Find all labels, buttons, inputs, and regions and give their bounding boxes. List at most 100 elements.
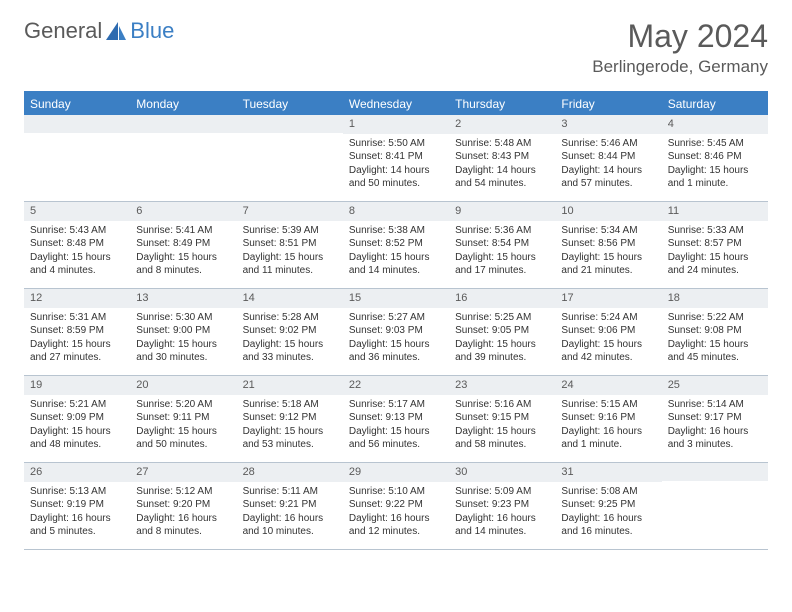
daylight-text: Daylight: 16 hours and 1 minute.	[561, 425, 655, 452]
day-cell: 3Sunrise: 5:46 AMSunset: 8:44 PMDaylight…	[555, 115, 661, 201]
day-body: Sunrise: 5:39 AMSunset: 8:51 PMDaylight:…	[237, 221, 343, 282]
sunset-text: Sunset: 9:03 PM	[349, 324, 443, 338]
day-body: Sunrise: 5:17 AMSunset: 9:13 PMDaylight:…	[343, 395, 449, 456]
day-cell: 8Sunrise: 5:38 AMSunset: 8:52 PMDaylight…	[343, 202, 449, 288]
day-cell: 27Sunrise: 5:12 AMSunset: 9:20 PMDayligh…	[130, 463, 236, 549]
dow-cell: Sunday	[24, 93, 130, 115]
day-cell: 24Sunrise: 5:15 AMSunset: 9:16 PMDayligh…	[555, 376, 661, 462]
daylight-text: Daylight: 16 hours and 14 minutes.	[455, 512, 549, 539]
day-body: Sunrise: 5:48 AMSunset: 8:43 PMDaylight:…	[449, 134, 555, 195]
day-cell: 22Sunrise: 5:17 AMSunset: 9:13 PMDayligh…	[343, 376, 449, 462]
day-body: Sunrise: 5:45 AMSunset: 8:46 PMDaylight:…	[662, 134, 768, 195]
day-number: 31	[555, 463, 661, 482]
day-body: Sunrise: 5:36 AMSunset: 8:54 PMDaylight:…	[449, 221, 555, 282]
sunrise-text: Sunrise: 5:36 AM	[455, 224, 549, 238]
day-cell: 20Sunrise: 5:20 AMSunset: 9:11 PMDayligh…	[130, 376, 236, 462]
day-number: 14	[237, 289, 343, 308]
day-cell: 25Sunrise: 5:14 AMSunset: 9:17 PMDayligh…	[662, 376, 768, 462]
daylight-text: Daylight: 15 hours and 39 minutes.	[455, 338, 549, 365]
sunrise-text: Sunrise: 5:20 AM	[136, 398, 230, 412]
day-cell: 26Sunrise: 5:13 AMSunset: 9:19 PMDayligh…	[24, 463, 130, 549]
day-number: 25	[662, 376, 768, 395]
daylight-text: Daylight: 16 hours and 8 minutes.	[136, 512, 230, 539]
sunset-text: Sunset: 9:23 PM	[455, 498, 549, 512]
sunrise-text: Sunrise: 5:30 AM	[136, 311, 230, 325]
dow-cell: Thursday	[449, 93, 555, 115]
day-cell: 5Sunrise: 5:43 AMSunset: 8:48 PMDaylight…	[24, 202, 130, 288]
day-cell	[237, 115, 343, 201]
day-cell: 18Sunrise: 5:22 AMSunset: 9:08 PMDayligh…	[662, 289, 768, 375]
sunset-text: Sunset: 9:00 PM	[136, 324, 230, 338]
day-cell: 17Sunrise: 5:24 AMSunset: 9:06 PMDayligh…	[555, 289, 661, 375]
day-body: Sunrise: 5:25 AMSunset: 9:05 PMDaylight:…	[449, 308, 555, 369]
day-cell: 11Sunrise: 5:33 AMSunset: 8:57 PMDayligh…	[662, 202, 768, 288]
daylight-text: Daylight: 16 hours and 5 minutes.	[30, 512, 124, 539]
daylight-text: Daylight: 15 hours and 21 minutes.	[561, 251, 655, 278]
calendar: SundayMondayTuesdayWednesdayThursdayFrid…	[24, 91, 768, 550]
day-body: Sunrise: 5:43 AMSunset: 8:48 PMDaylight:…	[24, 221, 130, 282]
sunrise-text: Sunrise: 5:39 AM	[243, 224, 337, 238]
day-number: 5	[24, 202, 130, 221]
day-body: Sunrise: 5:24 AMSunset: 9:06 PMDaylight:…	[555, 308, 661, 369]
sunset-text: Sunset: 8:49 PM	[136, 237, 230, 251]
sunset-text: Sunset: 8:54 PM	[455, 237, 549, 251]
sunrise-text: Sunrise: 5:16 AM	[455, 398, 549, 412]
day-body: Sunrise: 5:27 AMSunset: 9:03 PMDaylight:…	[343, 308, 449, 369]
daylight-text: Daylight: 15 hours and 24 minutes.	[668, 251, 762, 278]
day-body: Sunrise: 5:33 AMSunset: 8:57 PMDaylight:…	[662, 221, 768, 282]
day-cell: 30Sunrise: 5:09 AMSunset: 9:23 PMDayligh…	[449, 463, 555, 549]
sunset-text: Sunset: 9:20 PM	[136, 498, 230, 512]
day-number: 6	[130, 202, 236, 221]
daylight-text: Daylight: 16 hours and 16 minutes.	[561, 512, 655, 539]
sunrise-text: Sunrise: 5:18 AM	[243, 398, 337, 412]
sunrise-text: Sunrise: 5:15 AM	[561, 398, 655, 412]
daylight-text: Daylight: 15 hours and 14 minutes.	[349, 251, 443, 278]
sunset-text: Sunset: 9:19 PM	[30, 498, 124, 512]
sunset-text: Sunset: 8:56 PM	[561, 237, 655, 251]
sunrise-text: Sunrise: 5:22 AM	[668, 311, 762, 325]
sunrise-text: Sunrise: 5:48 AM	[455, 137, 549, 151]
sunrise-text: Sunrise: 5:27 AM	[349, 311, 443, 325]
daylight-text: Daylight: 15 hours and 58 minutes.	[455, 425, 549, 452]
location: Berlingerode, Germany	[592, 57, 768, 77]
day-number: 21	[237, 376, 343, 395]
daylight-text: Daylight: 14 hours and 57 minutes.	[561, 164, 655, 191]
day-cell: 7Sunrise: 5:39 AMSunset: 8:51 PMDaylight…	[237, 202, 343, 288]
daylight-text: Daylight: 14 hours and 50 minutes.	[349, 164, 443, 191]
day-number: 30	[449, 463, 555, 482]
brand-text-2: Blue	[130, 18, 174, 44]
sunrise-text: Sunrise: 5:21 AM	[30, 398, 124, 412]
sunrise-text: Sunrise: 5:25 AM	[455, 311, 549, 325]
sunrise-text: Sunrise: 5:11 AM	[243, 485, 337, 499]
sunset-text: Sunset: 9:13 PM	[349, 411, 443, 425]
daylight-text: Daylight: 14 hours and 54 minutes.	[455, 164, 549, 191]
day-number: 19	[24, 376, 130, 395]
sunrise-text: Sunrise: 5:34 AM	[561, 224, 655, 238]
sunrise-text: Sunrise: 5:17 AM	[349, 398, 443, 412]
sunset-text: Sunset: 9:06 PM	[561, 324, 655, 338]
month-title: May 2024	[592, 18, 768, 55]
sunrise-text: Sunrise: 5:08 AM	[561, 485, 655, 499]
day-body: Sunrise: 5:14 AMSunset: 9:17 PMDaylight:…	[662, 395, 768, 456]
sunrise-text: Sunrise: 5:38 AM	[349, 224, 443, 238]
day-number: 2	[449, 115, 555, 134]
sunset-text: Sunset: 8:46 PM	[668, 150, 762, 164]
day-cell: 14Sunrise: 5:28 AMSunset: 9:02 PMDayligh…	[237, 289, 343, 375]
sunset-text: Sunset: 8:57 PM	[668, 237, 762, 251]
day-number	[24, 115, 130, 133]
header: General Blue May 2024 Berlingerode, Germ…	[0, 0, 792, 83]
day-cell: 10Sunrise: 5:34 AMSunset: 8:56 PMDayligh…	[555, 202, 661, 288]
daylight-text: Daylight: 15 hours and 4 minutes.	[30, 251, 124, 278]
sunset-text: Sunset: 9:15 PM	[455, 411, 549, 425]
day-body: Sunrise: 5:21 AMSunset: 9:09 PMDaylight:…	[24, 395, 130, 456]
week-row: 5Sunrise: 5:43 AMSunset: 8:48 PMDaylight…	[24, 202, 768, 289]
day-cell	[130, 115, 236, 201]
weeks-container: 1Sunrise: 5:50 AMSunset: 8:41 PMDaylight…	[24, 115, 768, 550]
day-number: 17	[555, 289, 661, 308]
brand-text-1: General	[24, 18, 102, 44]
day-body: Sunrise: 5:34 AMSunset: 8:56 PMDaylight:…	[555, 221, 661, 282]
sunrise-text: Sunrise: 5:13 AM	[30, 485, 124, 499]
day-number: 20	[130, 376, 236, 395]
day-cell: 6Sunrise: 5:41 AMSunset: 8:49 PMDaylight…	[130, 202, 236, 288]
day-number: 28	[237, 463, 343, 482]
